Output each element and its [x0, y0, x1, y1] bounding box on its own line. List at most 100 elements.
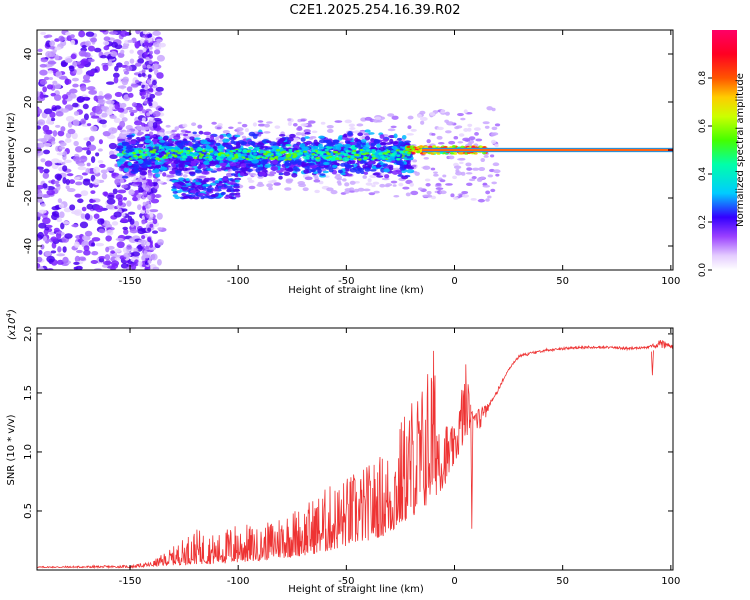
spectrogram-cell	[54, 46, 62, 51]
spectrogram-cell	[157, 136, 163, 140]
spectrogram-cell	[267, 173, 275, 177]
spectrogram-cell	[234, 194, 241, 198]
spectrogram-cell	[392, 184, 397, 187]
spectrogram-cell	[73, 140, 79, 147]
spectrogram-cell	[74, 193, 82, 198]
spectrogram-cell	[334, 175, 343, 180]
spectrogram-cell	[349, 158, 354, 161]
spectrogram-cell	[113, 211, 122, 218]
spectrogram-cell	[83, 245, 90, 252]
spectrogram-cell	[148, 54, 153, 59]
spectrogram-cell	[40, 244, 45, 250]
spectrogram-cell	[345, 150, 350, 153]
spectrogram-cell	[130, 112, 135, 117]
spectrogram-cell	[344, 138, 353, 141]
spectrogram-cell	[288, 150, 293, 154]
spectrogram-cell	[268, 186, 273, 191]
spectrogram-cell	[265, 150, 270, 154]
spectrogram-cell	[37, 142, 45, 148]
spectrogram-cell	[95, 152, 100, 157]
spectrogram-cell	[152, 230, 158, 234]
spectrogram-cell	[141, 95, 146, 100]
spectrogram-cell	[234, 170, 240, 174]
spectrogram-cell	[86, 86, 96, 91]
spectrogram-cell	[64, 233, 73, 239]
spectrogram-cell	[158, 107, 165, 112]
y-tick-label: 0.5	[23, 503, 34, 519]
spectrogram-cell	[437, 142, 445, 145]
spectrogram-cell	[489, 154, 495, 158]
spectrogram-cell	[117, 189, 127, 194]
spectrogram-cell	[87, 144, 97, 151]
spectrogram-cell	[44, 227, 50, 231]
spectrogram-cell	[229, 192, 237, 196]
spectrogram-cell	[285, 143, 292, 147]
spectrogram-cell	[132, 163, 140, 167]
spectrogram-cell	[297, 180, 306, 185]
spectrogram-cell	[63, 159, 72, 163]
spectrogram-cell	[168, 170, 176, 175]
spectrogram-cell	[241, 123, 248, 128]
spectrogram-cell	[55, 111, 64, 117]
spectrogram-cell	[110, 51, 118, 57]
spectrogram-cell	[60, 222, 65, 230]
spectrogram-cell	[97, 148, 103, 152]
spectrogram-cell	[252, 145, 260, 148]
spectrogram-cell	[126, 106, 134, 111]
spectrogram-cell	[154, 157, 159, 160]
spectrogram-cell	[141, 156, 146, 159]
spectrogram-cell	[209, 148, 214, 152]
spectrogram-cell	[334, 151, 339, 154]
spectrogram-cell	[370, 142, 376, 147]
spectrogram-cell	[121, 184, 129, 189]
spectrogram-cell	[115, 237, 124, 241]
spectrogram-cell	[121, 78, 129, 86]
spectrogram-cell	[61, 94, 69, 100]
spectrogram-cell	[234, 177, 242, 181]
spectrogram-cell	[152, 30, 161, 36]
spectrogram-cell	[214, 180, 220, 184]
spectrogram-cell	[492, 162, 500, 167]
spectrogram-cell	[234, 179, 240, 183]
spectrogram-cell	[141, 242, 146, 247]
spectrogram-cell	[460, 117, 466, 121]
spectrogram-cell	[405, 192, 411, 197]
spectrogram-cell	[218, 151, 223, 155]
spectrogram-cell	[55, 183, 61, 187]
spectrogram-cell	[43, 149, 51, 155]
spectrogram-cell	[263, 123, 270, 128]
spectrogram-cell	[121, 208, 128, 212]
spectrogram-cell	[224, 152, 229, 155]
spectrogram-cell	[129, 49, 134, 54]
spectrogram-cell	[234, 134, 241, 138]
spectrogram-cell	[319, 173, 326, 176]
spectrogram-cell	[90, 156, 96, 163]
spectrogram-cell	[181, 158, 186, 161]
spectrogram-cell	[257, 120, 264, 123]
spectrogram-cell	[73, 156, 81, 162]
spectrogram-cell	[219, 134, 224, 139]
spectrogram-cell	[164, 165, 171, 168]
spectrogram-cell	[388, 166, 394, 171]
spectrogram-cell	[356, 140, 363, 146]
spectrogram-cell	[252, 150, 257, 153]
spectrogram-cell	[406, 145, 411, 149]
spectrogram-cell	[363, 188, 371, 192]
spectrogram-cell	[323, 164, 329, 168]
spectrogram-cell	[391, 115, 399, 120]
spectrogram-cell	[169, 134, 174, 139]
spectrogram-cell	[215, 156, 220, 160]
spectrogram-cell	[121, 141, 130, 146]
spectrogram-cell	[354, 144, 362, 148]
spectrogram-cell	[137, 204, 142, 211]
spectrogram-cell	[281, 156, 286, 160]
spectrogram-cell	[137, 260, 143, 267]
spectrogram-cell	[89, 37, 98, 43]
spectrogram-cell	[308, 162, 315, 166]
spectrogram-cell	[182, 155, 187, 158]
spectrogram-cell	[345, 173, 353, 177]
spectrogram-cell	[157, 180, 164, 184]
spectrogram-cell	[311, 149, 316, 152]
spectrogram-cell	[226, 149, 231, 152]
spectrogram-cell	[97, 159, 104, 164]
